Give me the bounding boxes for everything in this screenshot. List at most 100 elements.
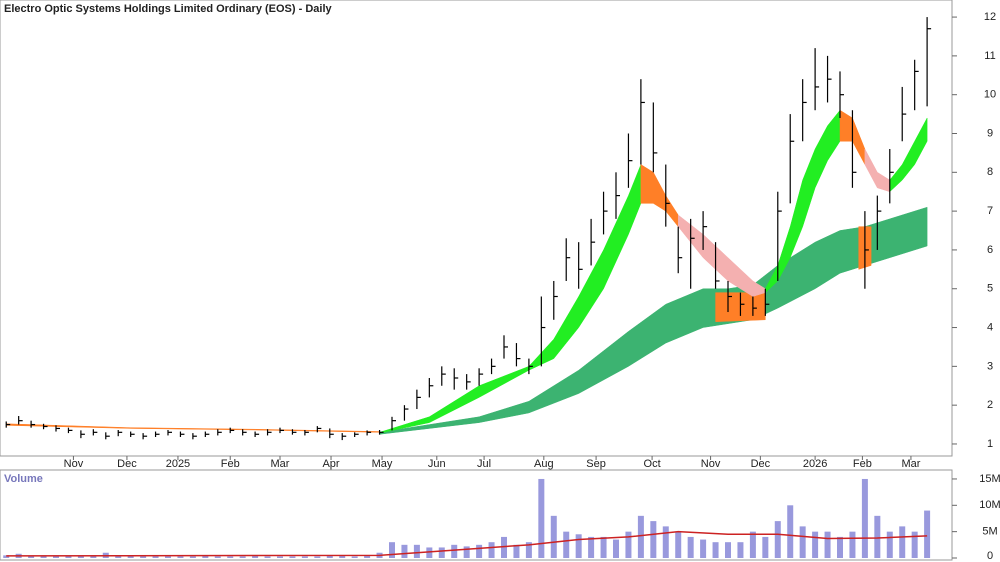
x-tick-label: Dec — [751, 458, 771, 470]
volume-bar — [837, 536, 843, 558]
y-tick-label: 0 — [987, 550, 993, 562]
volume-bar — [600, 536, 607, 558]
volume-bar — [152, 556, 159, 558]
x-tick-label: 2026 — [803, 458, 827, 470]
volume-bar — [463, 546, 470, 558]
volume-bar — [799, 526, 806, 558]
volume-bar — [28, 555, 35, 558]
volume-bar — [737, 542, 744, 558]
volume-bar — [488, 542, 495, 558]
volume-bar — [53, 556, 59, 558]
volume-bar — [451, 544, 458, 558]
volume-bar — [513, 544, 520, 558]
volume-bar — [351, 556, 358, 558]
volume-bar — [588, 536, 595, 558]
volume-bar — [177, 556, 184, 558]
volume-bar — [252, 555, 259, 558]
volume-bar — [911, 531, 918, 558]
volume-bar — [239, 556, 246, 558]
y-tick-label: 4 — [987, 321, 993, 333]
x-tick-label: Aug — [534, 458, 554, 470]
volume-bar — [277, 556, 283, 558]
ribbon — [379, 206, 928, 435]
volume-bar — [749, 531, 756, 558]
volume-bar — [675, 531, 682, 558]
volume-average — [6, 530, 928, 557]
volume-bar — [364, 555, 371, 558]
x-tick-label: Mar — [901, 458, 920, 470]
volume-bar — [40, 556, 47, 558]
volume-bar — [214, 556, 221, 558]
volume-bar — [650, 521, 657, 558]
y-tick-label: 5M — [982, 526, 997, 538]
volume-bar — [289, 556, 296, 558]
volume-bar — [563, 531, 570, 558]
y-tick-label: 7 — [987, 205, 993, 217]
volume-bar — [824, 531, 831, 558]
volume-bar — [165, 556, 171, 558]
volume-bar — [202, 555, 209, 558]
volume-bar — [662, 526, 669, 558]
volume-bar — [550, 515, 557, 558]
volume-bar — [861, 478, 868, 558]
volume-bar — [886, 531, 893, 558]
volume-bar — [700, 539, 707, 558]
volume-bar — [787, 505, 794, 558]
volume-bar — [140, 556, 147, 558]
ribbon — [889, 117, 928, 193]
volume-bar — [127, 556, 134, 558]
volume-bar — [874, 515, 881, 558]
volume-bar — [326, 555, 333, 558]
volume-bar — [339, 555, 346, 558]
volume-bar — [401, 544, 408, 558]
volume-bar — [65, 556, 72, 558]
volume-bar — [899, 526, 906, 558]
volume-bar — [538, 478, 545, 558]
volume-bar — [637, 515, 644, 558]
y-tick-label: 3 — [987, 360, 993, 372]
volume-bar — [438, 547, 445, 558]
volume-bar — [426, 547, 433, 558]
x-tick-label: Nov — [64, 458, 84, 470]
volume-bar — [849, 531, 856, 558]
volume-bar — [625, 531, 632, 558]
volume-bar — [389, 542, 395, 558]
y-tick-label: 10 — [984, 89, 996, 101]
y-tick-label: 9 — [987, 127, 993, 139]
volume-bar — [77, 556, 84, 558]
x-tick-label: Nov — [701, 458, 721, 470]
x-tick-label: Oct — [644, 458, 661, 470]
x-tick-label: Feb — [221, 458, 240, 470]
y-tick-label: 8 — [987, 166, 993, 178]
x-tick-label: Dec — [117, 458, 137, 470]
volume-bar — [115, 555, 122, 558]
volume-bar — [774, 521, 781, 558]
volume-title: Volume — [4, 473, 43, 485]
x-tick-label: Mar — [271, 458, 290, 470]
x-tick-label: May — [372, 458, 393, 470]
volume-bar — [725, 542, 731, 558]
chart-title: Electro Optic Systems Holdings Limited O… — [4, 3, 333, 15]
volume-bar — [189, 556, 196, 558]
y-tick-label: 1 — [987, 438, 993, 450]
y-tick-label: 5 — [987, 283, 993, 295]
volume-bar — [227, 556, 234, 558]
volume-bar — [90, 555, 97, 558]
volume-bar — [314, 556, 321, 558]
x-tick-label: Apr — [322, 458, 339, 470]
volume-bar — [687, 536, 694, 558]
volume-bar — [501, 536, 507, 558]
volume-bar — [525, 542, 532, 558]
y-tick-label: 12 — [984, 11, 996, 23]
volume-bar — [613, 539, 619, 558]
volume-bar — [762, 536, 769, 558]
y-tick-label: 15M — [979, 473, 1000, 485]
volume-bar — [712, 542, 719, 558]
volume-bar — [264, 556, 271, 558]
y-tick-label: 2 — [987, 399, 993, 411]
volume-bar — [812, 531, 819, 558]
volume-bar — [924, 510, 931, 558]
volume-bar — [476, 544, 483, 558]
x-tick-label: 2025 — [166, 458, 190, 470]
